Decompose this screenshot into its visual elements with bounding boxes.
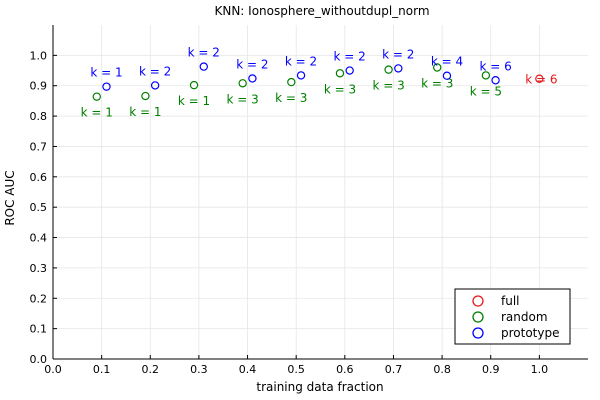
random-point: [287, 77, 296, 87]
random-k-label: k = 3: [372, 79, 404, 93]
random-k-label: k = 3: [275, 91, 307, 105]
x-tick-label: 0.4: [239, 363, 257, 376]
legend-marker-prototype: [472, 327, 484, 339]
full-k-label: k = 6: [525, 73, 557, 87]
legend-label-prototype: prototype: [501, 326, 559, 340]
x-tick-label: 0.3: [190, 363, 208, 376]
prototype-point: [296, 71, 306, 80]
x-tick-label: 0.1: [93, 363, 111, 376]
x-tick-label: 0.7: [385, 363, 403, 376]
full-point: [535, 74, 544, 83]
random-k-label: k = 3: [227, 92, 259, 106]
random-point: [238, 79, 247, 88]
legend-box: [454, 288, 571, 345]
prototype-point: [491, 76, 500, 85]
random-point: [384, 65, 393, 74]
random-k-label: k = 1: [178, 94, 210, 108]
legend-label-random: random: [501, 310, 548, 324]
legend-label-full: full: [501, 294, 520, 308]
y-axis-ticks: 0.0 0.1 0.2 0.3 0.4 0.5 0.6 0.7 0.8 0.9 1.0: [30, 49, 57, 366]
prototype-point: [150, 81, 160, 90]
legend-marker-full: [472, 295, 484, 307]
prototype-point: [394, 64, 403, 73]
y-tick-label: 0.0: [30, 353, 48, 366]
legend-marker-random: [472, 311, 484, 323]
random-point: [335, 69, 345, 78]
random-point: [481, 71, 491, 80]
prototype-k-label: k = 2: [285, 54, 317, 68]
prototype-point: [345, 66, 354, 75]
plot-frame: [52, 25, 588, 360]
y-tick-label: 0.7: [30, 140, 48, 153]
prototype-k-label: k = 2: [382, 47, 414, 61]
random-point: [189, 80, 199, 90]
prototype-k-label: k = 2: [236, 57, 268, 71]
x-axis-label: training data fraction: [256, 380, 383, 394]
y-tick-label: 1.0: [30, 49, 48, 62]
y-tick-label: 0.9: [30, 80, 48, 93]
x-axis-ticks: 0.0 0.1 0.2 0.3 0.4 0.5 0.6 0.7 0.8 0.9 1.0: [44, 355, 548, 376]
y-tick-label: 0.2: [30, 292, 48, 305]
prototype-point: [102, 82, 111, 91]
data-points: k = 6 k = 1 k = 1 k = 1 k = 3 k = 3 k = 3 k = 3…: [81, 46, 558, 120]
prototype-point: [442, 71, 452, 80]
random-point: [141, 91, 150, 101]
y-tick-label: 0.3: [30, 262, 48, 275]
y-tick-label: 0.5: [30, 201, 48, 214]
legend: full random prototype: [454, 288, 571, 345]
y-tick-label: 0.8: [30, 110, 48, 123]
prototype-point: [248, 74, 257, 83]
x-tick-label: 0.8: [433, 363, 451, 376]
x-tick-label: 0.5: [287, 363, 305, 376]
x-tick-label: 1.0: [531, 363, 549, 376]
y-tick-label: 0.4: [30, 232, 48, 245]
random-point: [433, 63, 442, 72]
x-tick-label: 0.9: [482, 363, 500, 376]
x-tick-label: 0.6: [336, 363, 354, 376]
x-tick-label: 0.0: [44, 363, 62, 376]
prototype-k-label: k = 4: [431, 55, 463, 69]
x-tick-label: 0.2: [142, 363, 160, 376]
random-k-label: k = 1: [81, 106, 113, 120]
y-tick-label: 0.6: [30, 171, 48, 184]
random-point: [92, 92, 101, 101]
prototype-k-label: k = 2: [188, 46, 220, 60]
y-tick-label: 0.1: [30, 323, 48, 336]
prototype-point: [199, 62, 208, 71]
prototype-k-label: k = 2: [139, 64, 171, 78]
random-k-label: k = 5: [470, 84, 502, 98]
prototype-k-label: k = 1: [90, 66, 122, 80]
random-k-label: k = 3: [324, 82, 356, 96]
chart-title: KNN: Ionosphere_withoutdupl_norm: [214, 4, 429, 18]
prototype-k-label: k = 2: [334, 50, 366, 64]
prototype-k-label: k = 6: [479, 59, 511, 73]
random-k-label: k = 3: [421, 77, 453, 91]
random-k-label: k = 1: [129, 105, 161, 119]
y-axis-label: ROC AUC: [3, 170, 17, 225]
